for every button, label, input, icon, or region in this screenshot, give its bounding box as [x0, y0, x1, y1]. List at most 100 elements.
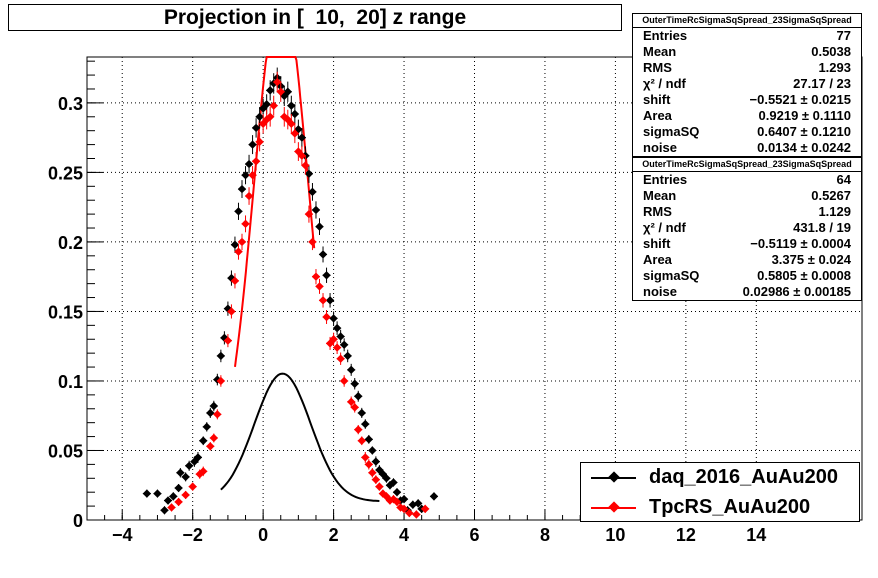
stats-key: Entries	[643, 28, 688, 43]
data-point	[329, 314, 338, 323]
data-point	[230, 240, 240, 249]
legend-marker-daq	[608, 471, 620, 483]
data-point	[283, 87, 292, 96]
data-point	[336, 332, 345, 341]
data-point	[202, 422, 211, 432]
data-point	[265, 112, 275, 121]
y-tick-label: 0.3	[58, 94, 83, 114]
legend-label-tpcrs: TpcRS_AuAu200	[649, 496, 811, 518]
data-point	[389, 478, 398, 487]
data-point	[237, 237, 247, 247]
data-point	[301, 161, 310, 170]
stats-value: 0.02986 ± 0.00185	[742, 284, 851, 299]
data-point	[199, 436, 208, 445]
data-point	[287, 101, 296, 110]
stats-row: RMS 1.129	[633, 204, 861, 220]
data-point	[174, 483, 183, 493]
data-point	[255, 137, 264, 147]
y-tick-label: 0	[73, 511, 83, 531]
data-point	[405, 508, 414, 518]
stats-key: Mean	[643, 188, 677, 203]
data-point	[290, 109, 300, 119]
stats-box-header: OuterTimeRcSigmaSqSpread_23SigmaSqSpread	[633, 14, 861, 28]
stats-value: 0.0134 ± 0.0242	[757, 140, 851, 155]
data-point	[336, 354, 345, 363]
data-point	[357, 436, 366, 445]
data-point	[318, 250, 328, 259]
data-point	[364, 460, 374, 469]
data-point	[223, 336, 233, 345]
data-point	[332, 343, 342, 352]
data-point	[339, 340, 349, 350]
data-point	[169, 492, 178, 501]
stats-key: Mean	[643, 44, 677, 59]
data-point	[181, 490, 190, 500]
legend-marker-tpcrs	[608, 501, 620, 513]
fit-curves	[220, 56, 380, 502]
data-point	[315, 222, 324, 231]
stats-box-header: OuterTimeRcSigmaSqSpread_23SigmaSqSpread	[633, 158, 861, 172]
x-axis-ticks: −4 −2 0 2 4 6 8 10 12 14	[86, 510, 863, 545]
legend: daq_2016_AuAu200 TpcRS_AuAu200	[580, 462, 860, 522]
stats-key: Area	[643, 108, 672, 123]
stats-key: noise	[643, 284, 677, 299]
stats-row: sigmaSQ 0.6407 ± 0.1210	[633, 124, 861, 140]
data-point	[420, 504, 430, 514]
data-point	[206, 408, 215, 418]
y-axis-ticks: 0 0.05 0.1 0.15 0.2 0.25 0.3	[48, 60, 103, 531]
stats-value: 0.9219 ± 0.1110	[758, 108, 851, 123]
data-point	[241, 170, 250, 180]
data-point	[216, 376, 226, 386]
x-tick-label: 14	[746, 525, 766, 545]
legend-label-daq: daq_2016_AuAu200	[649, 466, 838, 488]
data-point	[399, 504, 409, 514]
data-point	[199, 467, 208, 476]
stats-box-tpcrs: OuterTimeRcSigmaSqSpread_23SigmaSqSpread…	[632, 157, 862, 301]
data-point	[322, 271, 331, 280]
stats-value: 0.6407 ± 0.1210	[757, 124, 851, 139]
x-tick-label: 12	[676, 525, 696, 545]
stats-row: χ² / ndf 27.17 / 23	[633, 76, 861, 92]
data-point	[241, 219, 250, 229]
data-point	[375, 482, 384, 491]
data-point	[315, 282, 324, 291]
data-point	[227, 307, 236, 316]
stats-row: Area 3.375 ± 0.024	[633, 252, 861, 268]
data-point	[361, 419, 370, 429]
data-point	[304, 169, 314, 178]
stats-value: 1.129	[818, 204, 851, 219]
stats-row: RMS 1.293	[633, 60, 861, 76]
stats-key: shift	[643, 236, 671, 251]
x-tick-label: 2	[329, 525, 339, 545]
data-point	[209, 433, 219, 443]
stats-row: χ² / ndf 431.8 / 19	[633, 220, 861, 236]
stats-value: −0.5521 ± 0.0215	[749, 92, 851, 107]
data-point	[181, 472, 190, 482]
stats-row: Mean 0.5267	[633, 188, 861, 204]
y-tick-label: 0.25	[48, 163, 83, 183]
x-tick-label: −2	[182, 525, 203, 545]
stats-value: 0.5267	[811, 188, 851, 203]
stats-value: 3.375 ± 0.024	[771, 252, 851, 267]
data-point	[339, 376, 349, 386]
stats-row: shift −0.5521 ± 0.0215	[633, 92, 861, 108]
y-tick-label: 0.2	[58, 233, 83, 253]
data-point	[343, 351, 352, 361]
stats-row: shift −0.5119 ± 0.0004	[633, 236, 861, 252]
x-tick-label: 6	[469, 525, 479, 545]
stats-key: χ² / ndf	[643, 220, 686, 235]
stats-value: 27.17 / 23	[793, 76, 851, 91]
data-point	[318, 296, 328, 305]
data-point	[262, 100, 271, 109]
data-point	[354, 392, 363, 401]
data-point	[167, 503, 176, 512]
stats-value: 64	[836, 172, 851, 187]
data-point	[368, 446, 377, 455]
data-point	[311, 272, 321, 281]
legend-entry-daq: daq_2016_AuAu200	[581, 463, 859, 493]
stats-row: Mean 0.5038	[633, 44, 861, 60]
data-point	[209, 401, 219, 411]
data-point	[354, 425, 363, 434]
data-point	[297, 133, 307, 142]
data-point	[251, 123, 261, 133]
